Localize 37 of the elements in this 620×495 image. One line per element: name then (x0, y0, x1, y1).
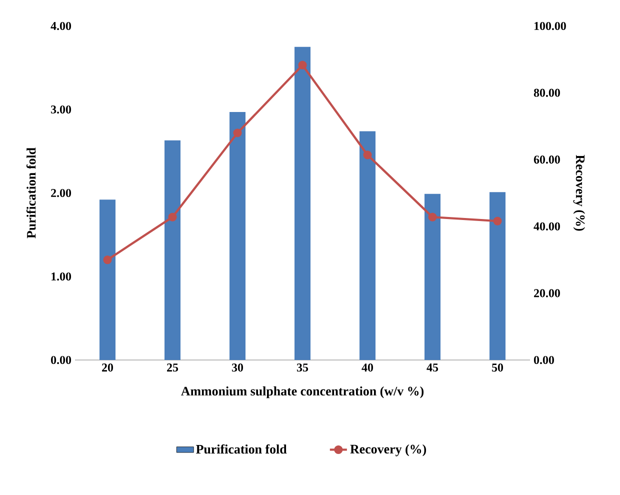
y-tick-label: 3.00 (51, 105, 72, 114)
y2-tick-label: 80.00 (534, 88, 560, 97)
y2-axis-title: Recovery (%) (573, 154, 586, 231)
y-tick-label: 0.00 (51, 356, 72, 364)
point (298, 60, 307, 70)
legend-label: Recovery (%) (350, 444, 426, 456)
y-tick-label: 1.00 (52, 272, 72, 281)
bar (360, 131, 376, 360)
y2-tick-label: 100.00 (534, 22, 566, 30)
bar (294, 46, 311, 360)
point (428, 212, 437, 222)
y-tick-label: 2.00 (51, 188, 72, 198)
point (493, 216, 502, 226)
x-tick-label: 30 (232, 364, 244, 372)
y2-tick-label: 40.00 (534, 222, 560, 230)
bar (490, 192, 506, 360)
legend-label: Purification fold (196, 444, 287, 454)
x-tick-label: 40 (362, 364, 374, 372)
y2-tick-label: 20.00 (534, 289, 560, 298)
y-axis-title: Purification fold (26, 148, 36, 238)
x-tick-label: 25 (167, 364, 178, 372)
bar (424, 194, 441, 360)
bar (230, 112, 246, 360)
point (363, 150, 372, 160)
y2-tick-label: 60.00 (534, 156, 560, 164)
point (233, 128, 242, 138)
y-tick-label: 4.00 (50, 22, 72, 30)
bar (100, 200, 116, 360)
x-tick-label: 50 (492, 364, 504, 372)
y2-tick-label: 0.00 (534, 356, 554, 364)
x-tick-label: 35 (296, 364, 308, 372)
point (168, 212, 177, 222)
x-axis-title: Ammonium sulphate concentration (w/v %) (181, 386, 424, 398)
x-tick-label: 20 (102, 364, 114, 372)
bar (164, 140, 180, 360)
x-tick-label: 45 (426, 364, 438, 372)
point (103, 256, 112, 264)
